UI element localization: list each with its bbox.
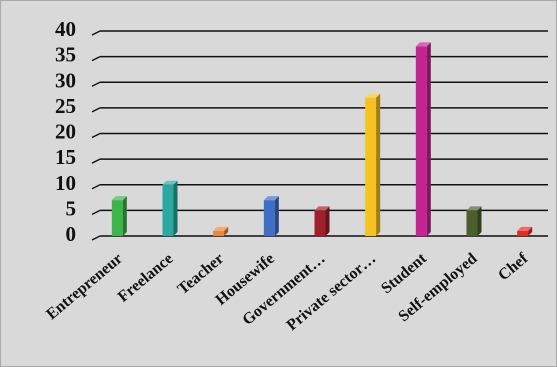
bar-front [162, 184, 174, 236]
bar-top [111, 196, 127, 201]
y-tick-label: 25 [55, 94, 76, 118]
gridline-depth [91, 81, 101, 87]
gridline-depth [91, 55, 101, 62]
bar [415, 42, 431, 236]
y-tick-label: 30 [55, 68, 76, 92]
bar-top [162, 180, 178, 185]
bar-top [415, 42, 431, 47]
y-tick-label: 10 [55, 171, 76, 195]
gridline-depth [91, 158, 101, 164]
bar-side [173, 180, 178, 236]
y-tick-label: 35 [55, 43, 76, 67]
bar-side [122, 196, 127, 236]
bar-side [426, 42, 431, 236]
bar [517, 226, 533, 236]
bar-side [224, 226, 229, 236]
gridline-depth [91, 235, 101, 241]
gridline-depth [91, 30, 101, 36]
bar-front [415, 46, 427, 236]
bar [111, 196, 127, 236]
bar-side [528, 226, 533, 236]
bar-top [213, 226, 229, 231]
bar-top [263, 196, 279, 201]
bar-side [325, 206, 330, 236]
bar-front [517, 230, 529, 236]
bar-top [517, 226, 533, 231]
bar-side [376, 93, 381, 236]
bar-front [466, 210, 478, 236]
gridline-depth [91, 184, 101, 190]
bar [263, 196, 279, 236]
bar-front [111, 200, 123, 236]
y-tick-label: 15 [55, 145, 76, 169]
bar [314, 206, 330, 236]
y-tick-label: 40 [55, 17, 76, 41]
bar-top [466, 206, 482, 211]
bars [111, 42, 533, 236]
bar-front [314, 210, 326, 236]
bar-front [213, 230, 225, 236]
bar [365, 93, 381, 236]
bar-top [314, 206, 330, 211]
bar-top [365, 93, 381, 98]
bar-side [477, 206, 482, 236]
bar [162, 180, 178, 236]
bar [466, 206, 482, 236]
bar-side [274, 196, 279, 236]
bar [213, 226, 229, 236]
y-tick-label: 0 [66, 222, 77, 246]
bar-front [263, 200, 275, 236]
gridline-depth [91, 132, 101, 139]
y-tick-label: 5 [66, 196, 77, 220]
gridline-depth [91, 107, 101, 113]
y-tick-label: 20 [55, 120, 76, 144]
gridline-depth [91, 209, 101, 216]
bar-front [365, 97, 377, 236]
